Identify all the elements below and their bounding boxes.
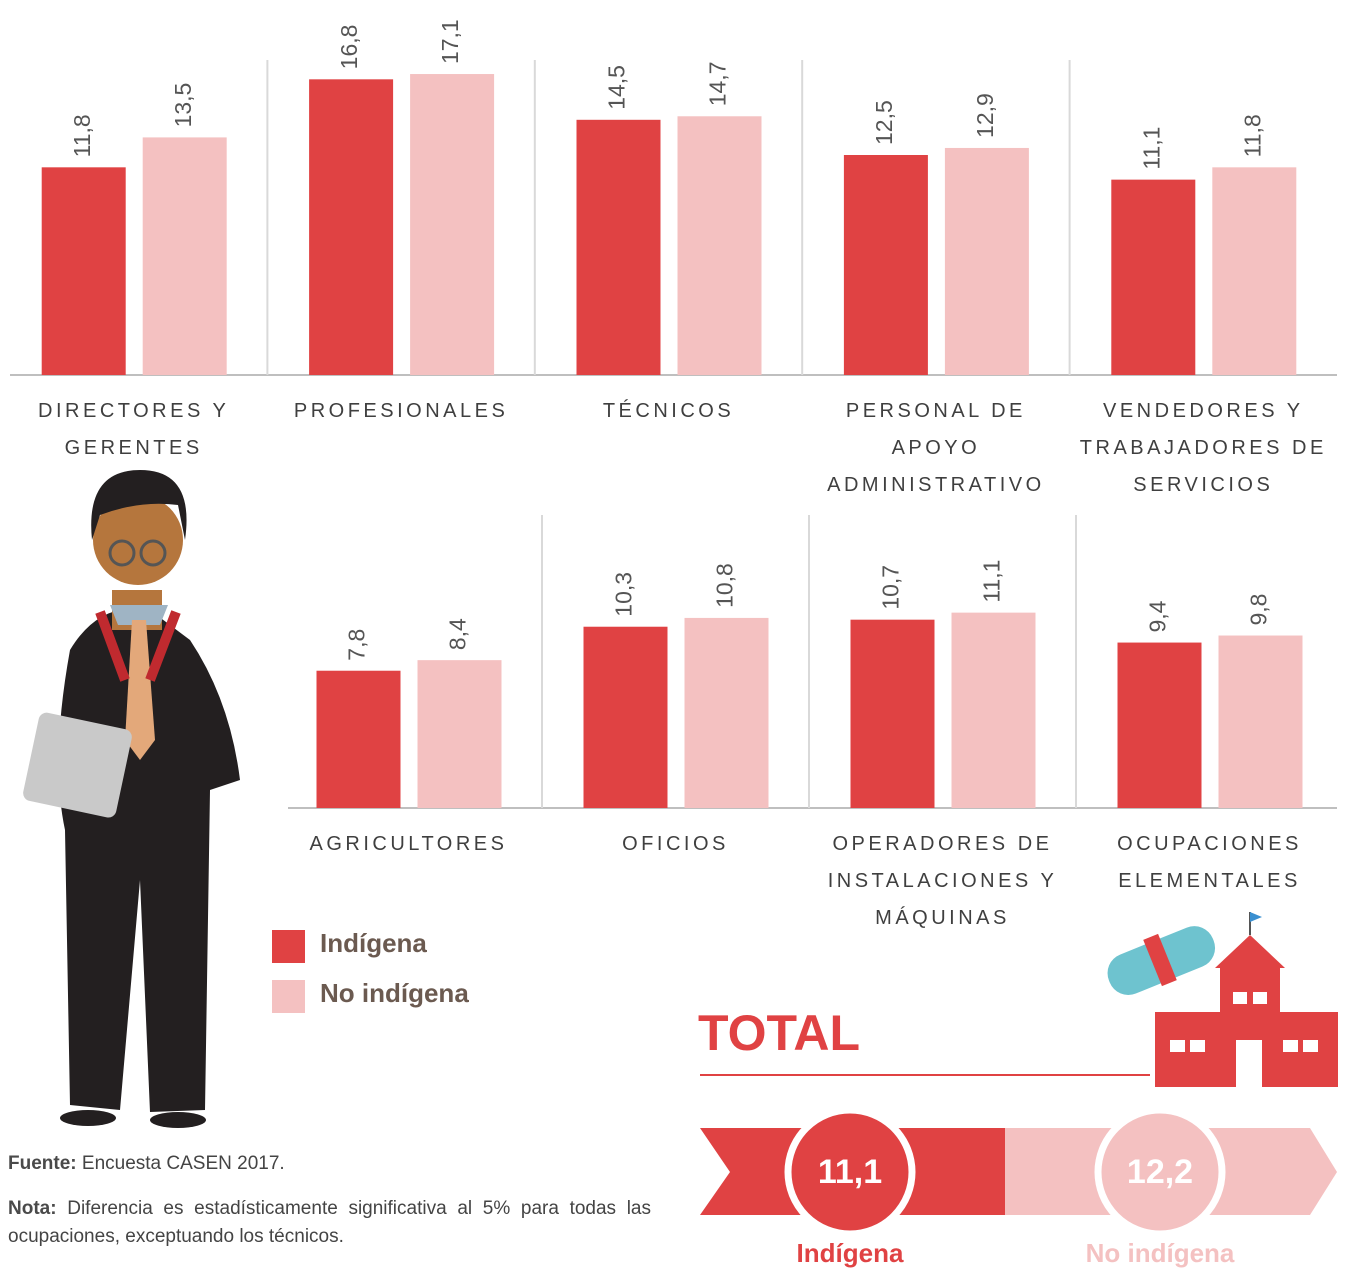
value-label: 10,3	[611, 572, 637, 617]
legend-swatch	[272, 930, 305, 963]
value-label: 8,4	[445, 618, 471, 650]
bar	[850, 619, 935, 808]
value-label: 14,5	[604, 65, 630, 110]
value-label: 11,8	[1239, 114, 1265, 157]
total-value: 12,2	[1127, 1153, 1193, 1191]
bar	[951, 612, 1036, 808]
total-label: No indígena	[1086, 1238, 1235, 1268]
category-label: AGRICULTORES	[309, 833, 508, 855]
value-label: 17,1	[437, 19, 463, 64]
category-label: PROFESIONALES	[293, 400, 509, 422]
value-label: 12,5	[871, 100, 897, 145]
legend-label: Indígena	[320, 928, 427, 958]
bar	[41, 167, 126, 375]
value-label: 11,1	[979, 560, 1005, 603]
bar	[576, 119, 661, 375]
value-label: 10,7	[878, 565, 904, 610]
note: Nota: Diferencia es estadísticamente sig…	[8, 1195, 651, 1251]
value-label: 7,8	[344, 629, 370, 661]
value-label: 16,8	[336, 25, 362, 70]
value-label: 11,1	[1138, 127, 1164, 170]
total-circle	[784, 1106, 916, 1238]
total-value: 11,1	[818, 1153, 882, 1191]
value-label: 11,8	[69, 114, 95, 157]
total-circle	[1094, 1106, 1226, 1238]
bar	[684, 617, 769, 808]
source-text: Encuesta CASEN 2017.	[81, 1153, 285, 1174]
category-label: PERSONAL DE APOYO ADMINISTRATIVO	[827, 400, 1045, 496]
total-title: TOTAL	[698, 1005, 860, 1061]
total-label: Indígena	[797, 1238, 904, 1268]
school-icon	[1107, 912, 1338, 1087]
bar	[1117, 642, 1202, 808]
source-label: Fuente:	[8, 1153, 77, 1174]
category-label: TÉCNICOS	[602, 400, 735, 422]
bar	[316, 670, 401, 808]
bar	[843, 155, 928, 375]
legend-swatch	[272, 980, 305, 1013]
value-label: 9,8	[1246, 594, 1272, 626]
note-text: Diferencia es estadísticamente significa…	[8, 1198, 651, 1247]
value-label: 10,8	[712, 563, 738, 608]
bar	[583, 626, 668, 808]
category-label: OCUPACIONES ELEMENTALES	[1117, 833, 1302, 892]
bar	[309, 79, 394, 375]
category-label: OFICIOS	[622, 833, 729, 855]
bar	[410, 74, 495, 375]
bar	[1218, 635, 1303, 808]
bar	[142, 137, 227, 375]
note-label: Nota:	[8, 1198, 57, 1219]
bar	[1212, 167, 1297, 375]
source-note: Fuente: Encuesta CASEN 2017.	[8, 1150, 651, 1178]
person-illustration	[23, 470, 240, 1128]
value-label: 9,4	[1145, 600, 1171, 632]
category-label: DIRECTORES Y GERENTES	[38, 400, 230, 459]
bar	[1111, 179, 1196, 375]
bar	[944, 147, 1029, 375]
value-label: 14,7	[705, 62, 731, 107]
bar	[677, 116, 762, 375]
value-label: 12,9	[972, 93, 998, 138]
value-label: 13,5	[170, 83, 196, 128]
category-label: VENDEDORES Y TRABAJADORES DE SERVICIOS	[1079, 400, 1327, 496]
bar	[417, 660, 502, 808]
category-label: OPERADORES DE INSTALACIONES Y MÁQUINAS	[827, 833, 1058, 929]
legend-label: No indígena	[320, 978, 469, 1008]
